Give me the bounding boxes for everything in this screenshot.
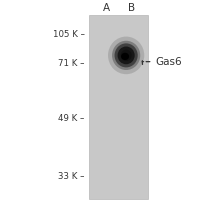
Ellipse shape	[121, 53, 129, 60]
Ellipse shape	[108, 37, 144, 74]
Text: 71 K –: 71 K –	[58, 59, 85, 68]
Ellipse shape	[121, 50, 132, 61]
Ellipse shape	[114, 43, 138, 67]
Bar	[89, 15, 148, 199]
Text: A: A	[102, 3, 110, 13]
Text: Gas6: Gas6	[156, 57, 183, 67]
Text: B: B	[128, 3, 135, 13]
Text: 49 K –: 49 K –	[59, 113, 85, 123]
Text: 105 K –: 105 K –	[53, 30, 85, 39]
Text: 33 K –: 33 K –	[58, 172, 85, 181]
Ellipse shape	[112, 41, 140, 70]
Ellipse shape	[118, 47, 135, 64]
